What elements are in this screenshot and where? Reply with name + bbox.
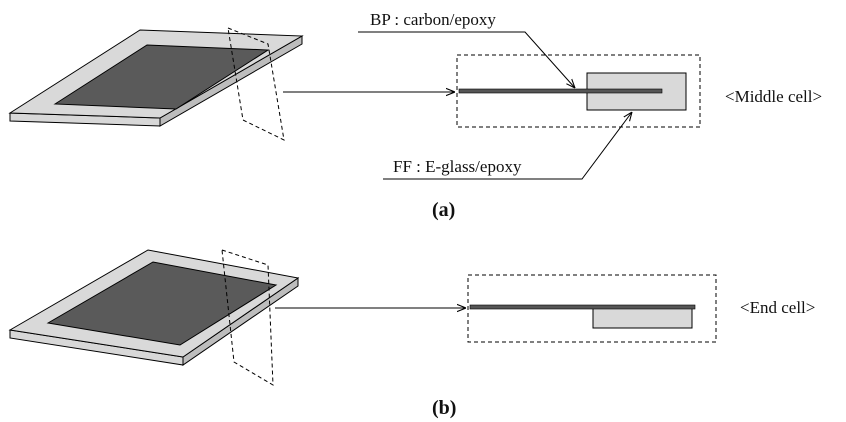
panel-label-b: (b) [432,397,456,419]
bp-callout: BP : carbon/epoxy [370,10,496,29]
bp-line-a [459,89,662,93]
cell-label-b: <End cell> [740,298,815,317]
panel-label-a: (a) [432,199,455,221]
plate-a [10,30,302,126]
cell-label-a: <Middle cell> [725,87,822,106]
ff-rect-b [593,308,692,328]
ff-callout: FF : E-glass/epoxy [393,157,522,176]
plate-b [10,250,298,365]
bp-line-b [470,305,695,309]
bp-leader [358,32,575,88]
diagram: BP : carbon/epoxy FF : E-glass/epoxy <Mi… [0,0,846,422]
